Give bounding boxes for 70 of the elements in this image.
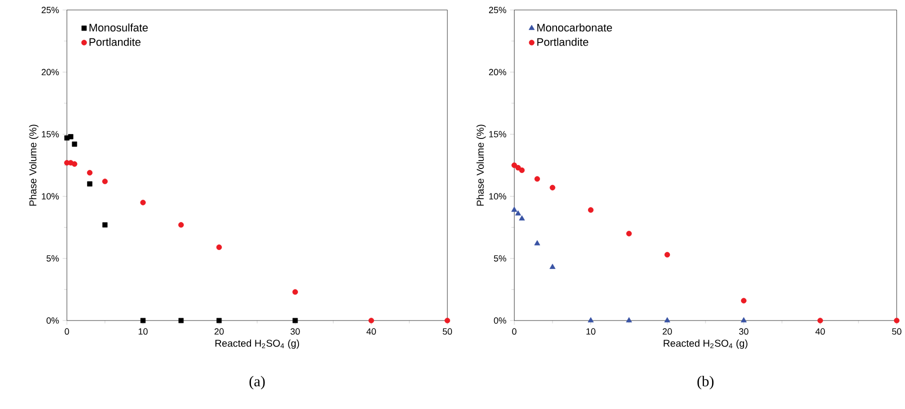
point xyxy=(817,318,824,324)
point xyxy=(740,298,747,304)
point xyxy=(72,141,78,147)
point xyxy=(102,178,108,184)
x-tick-label: 20 xyxy=(662,328,672,334)
y-tick-label: 15% xyxy=(42,130,59,138)
point xyxy=(740,316,747,322)
point xyxy=(140,318,146,323)
point xyxy=(626,230,632,236)
point xyxy=(292,288,298,295)
point xyxy=(534,176,540,182)
point xyxy=(216,244,222,250)
point xyxy=(178,222,184,228)
point xyxy=(368,318,374,324)
text: (b) xyxy=(697,376,714,390)
point xyxy=(588,316,594,322)
point xyxy=(534,240,540,246)
point xyxy=(511,206,518,212)
y-tick-label: 5% xyxy=(494,255,506,262)
point xyxy=(178,318,184,323)
x-axis-title: Reacted H$_{2}$SO$_{4}$ (g) xyxy=(664,339,748,349)
x-tick-label: 20 xyxy=(214,328,224,334)
x-tick-label: 50 xyxy=(892,328,902,334)
x-tick-label: 0 xyxy=(512,328,516,334)
point xyxy=(588,206,594,213)
x-tick-label: 10 xyxy=(586,328,596,334)
x-tick-label: 30 xyxy=(739,328,748,334)
y-tick-label: 10% xyxy=(489,192,506,200)
point xyxy=(515,164,521,170)
y-tick-label: 5% xyxy=(46,255,59,262)
y-tick-label: 25% xyxy=(489,6,506,13)
point xyxy=(68,134,74,140)
point xyxy=(550,264,556,269)
x-tick-label: 10 xyxy=(138,328,148,334)
x-tick-label: 50 xyxy=(442,328,452,334)
text: (a) xyxy=(250,376,265,390)
point xyxy=(86,170,93,176)
point xyxy=(102,222,108,228)
y-tick-label: 10% xyxy=(42,192,59,200)
point xyxy=(550,184,556,190)
x-tick-label: 0 xyxy=(64,328,70,334)
point xyxy=(515,210,522,216)
point xyxy=(87,181,92,186)
point xyxy=(292,318,298,323)
point xyxy=(511,162,518,168)
point xyxy=(664,316,670,322)
x-axis-title: Reacted H$_{2}$SO$_{4}$ (g) xyxy=(215,339,300,349)
y-axis-title: Phase Volume (%) xyxy=(29,124,38,206)
point xyxy=(664,252,670,258)
point xyxy=(216,318,222,323)
y-tick-label: 0% xyxy=(494,317,506,324)
x-tick-label: 30 xyxy=(290,328,300,334)
y-tick-label: 15% xyxy=(489,130,506,138)
y-tick-label: 20% xyxy=(42,68,59,76)
legend-label: Monosulfate xyxy=(90,23,148,32)
x-tick-label: 40 xyxy=(366,328,376,334)
legend-label: Monocarbonate xyxy=(537,23,612,32)
y-tick-label: 0% xyxy=(46,317,59,324)
point xyxy=(140,200,146,206)
point xyxy=(519,167,525,173)
x-tick-label: 40 xyxy=(815,328,825,334)
legend-label: Portlandite xyxy=(90,38,140,46)
point xyxy=(444,318,450,324)
point xyxy=(626,316,632,322)
y-tick-label: 25% xyxy=(42,6,59,13)
point xyxy=(72,161,78,167)
y-axis-title: Phase Volume (%) xyxy=(476,124,486,206)
point xyxy=(518,215,525,220)
legend-label: Portlandite xyxy=(537,38,588,46)
y-tick-label: 20% xyxy=(489,68,506,76)
